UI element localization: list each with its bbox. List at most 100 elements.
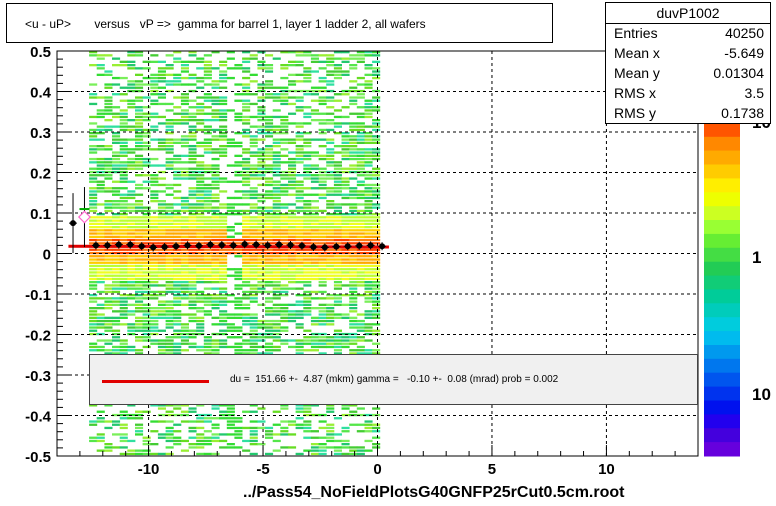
heatmap-cell xyxy=(372,125,381,128)
heatmap-cell xyxy=(173,167,182,170)
heatmap-cell xyxy=(333,449,342,452)
heatmap-cell xyxy=(288,73,297,76)
heatmap-cell xyxy=(219,222,228,225)
heatmap-cell xyxy=(157,255,166,258)
heatmap-cell xyxy=(135,203,144,206)
heatmap-cell xyxy=(303,410,312,413)
heatmap-cell xyxy=(211,264,220,268)
heatmap-cell xyxy=(257,235,266,238)
heatmap-cell xyxy=(127,148,136,151)
heatmap-cell xyxy=(135,349,144,352)
heatmap-cell xyxy=(310,187,319,190)
heatmap-cell xyxy=(333,329,342,332)
heatmap-cell xyxy=(112,274,121,277)
heatmap-cell xyxy=(310,226,319,229)
heatmap-cell xyxy=(157,310,166,313)
heatmap-cell xyxy=(272,161,281,164)
heatmap-cell xyxy=(211,235,220,238)
heatmap-cell xyxy=(180,226,189,229)
heatmap-cell xyxy=(249,349,258,352)
heatmap-cell xyxy=(180,294,189,297)
heatmap-cell xyxy=(150,209,159,213)
heatmap-cell xyxy=(257,96,266,99)
heatmap-cell xyxy=(173,229,182,232)
heatmap-cell xyxy=(89,255,98,258)
heatmap-cell xyxy=(234,232,243,235)
heatmap-cell xyxy=(188,145,197,148)
heatmap-cell xyxy=(295,349,304,352)
heatmap-cell xyxy=(142,274,151,277)
heatmap-cell xyxy=(249,145,258,148)
heatmap-cell xyxy=(104,251,113,255)
heatmap-cell xyxy=(89,122,98,125)
heatmap-cell xyxy=(257,200,266,203)
heatmap-cell xyxy=(234,417,243,420)
heatmap-cell xyxy=(265,297,274,300)
heatmap-cell xyxy=(333,446,342,449)
heatmap-cell xyxy=(303,404,312,407)
heatmap-cell xyxy=(303,164,312,167)
heatmap-cell xyxy=(356,216,365,219)
heatmap-cell xyxy=(112,238,121,242)
heatmap-cell xyxy=(349,128,358,132)
y-tick-label: -0.5 xyxy=(25,449,51,466)
heatmap-cell xyxy=(295,138,304,141)
heatmap-cell xyxy=(104,274,113,277)
heatmap-cell xyxy=(96,410,105,413)
heatmap-cell xyxy=(242,255,251,258)
heatmap-cell xyxy=(234,248,243,251)
heatmap-cell xyxy=(364,248,373,251)
heatmap-cell xyxy=(188,73,197,76)
heatmap-cell xyxy=(372,167,381,170)
heatmap-cell xyxy=(180,284,189,287)
heatmap-cell xyxy=(127,119,136,122)
heatmap-cell xyxy=(265,229,274,232)
heatmap-cell xyxy=(196,183,205,187)
heatmap-cell xyxy=(249,125,258,128)
heatmap-cell xyxy=(188,128,197,132)
heatmap-cell xyxy=(295,209,304,213)
heatmap-cell xyxy=(364,106,373,109)
stats-box: duvP1002 Entries 40250 Mean x -5.649 Mea… xyxy=(605,2,771,124)
heatmap-cell xyxy=(364,209,373,213)
heatmap-cell xyxy=(372,255,381,258)
heatmap-cell xyxy=(89,200,98,203)
heatmap-cell xyxy=(157,164,166,167)
heatmap-cell xyxy=(249,287,258,290)
heatmap-cell xyxy=(272,410,281,413)
heatmap-cell xyxy=(112,323,121,326)
heatmap-cell xyxy=(203,128,212,132)
heatmap-cell xyxy=(372,303,381,306)
heatmap-cell xyxy=(356,106,365,109)
heatmap-cell xyxy=(188,115,197,119)
heatmap-cell xyxy=(104,352,113,355)
heatmap-cell xyxy=(112,336,121,339)
heatmap-cell xyxy=(157,294,166,297)
heatmap-cell xyxy=(310,138,319,141)
heatmap-cell xyxy=(96,313,105,316)
heatmap-cell xyxy=(89,436,98,439)
heatmap-cell xyxy=(295,264,304,268)
heatmap-cell xyxy=(326,80,335,83)
heatmap-cell xyxy=(119,164,128,167)
heatmap-cell xyxy=(119,436,128,439)
heatmap-cell xyxy=(303,284,312,287)
heatmap-cell xyxy=(280,206,289,209)
heatmap-cell xyxy=(157,200,166,203)
heatmap-cell xyxy=(142,119,151,122)
heatmap-cell xyxy=(96,115,105,119)
heatmap-cell xyxy=(157,342,166,345)
heatmap-cell xyxy=(249,352,258,355)
heatmap-cell xyxy=(173,258,182,261)
heatmap-cell xyxy=(364,196,373,200)
heatmap-cell xyxy=(165,125,174,128)
heatmap-cell xyxy=(180,206,189,209)
heatmap-cell xyxy=(326,336,335,339)
heatmap-cell xyxy=(112,203,121,206)
heatmap-cell xyxy=(372,190,381,193)
heatmap-cell xyxy=(333,93,342,96)
heatmap-cell xyxy=(372,177,381,180)
heatmap-cell xyxy=(219,339,228,342)
color-scale-band xyxy=(704,428,740,443)
heatmap-cell xyxy=(165,238,174,242)
